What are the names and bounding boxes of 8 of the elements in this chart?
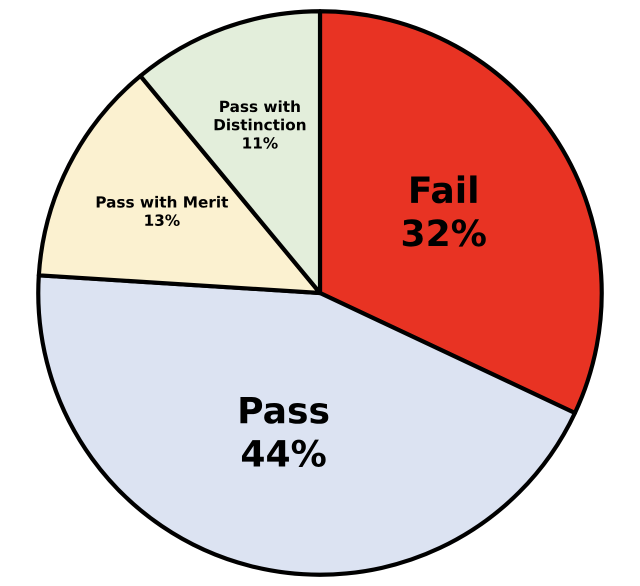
slice-label: Pass [240,396,328,424]
data-label: 44% [242,440,326,467]
data-label: 11% [243,137,278,149]
slice-label: Pass with Merit [96,196,228,208]
data-label: 13% [145,214,180,226]
slice-label: Pass with Distinction [214,100,306,130]
data-label: 32% [402,219,486,247]
slice-label: Fail [411,175,476,204]
